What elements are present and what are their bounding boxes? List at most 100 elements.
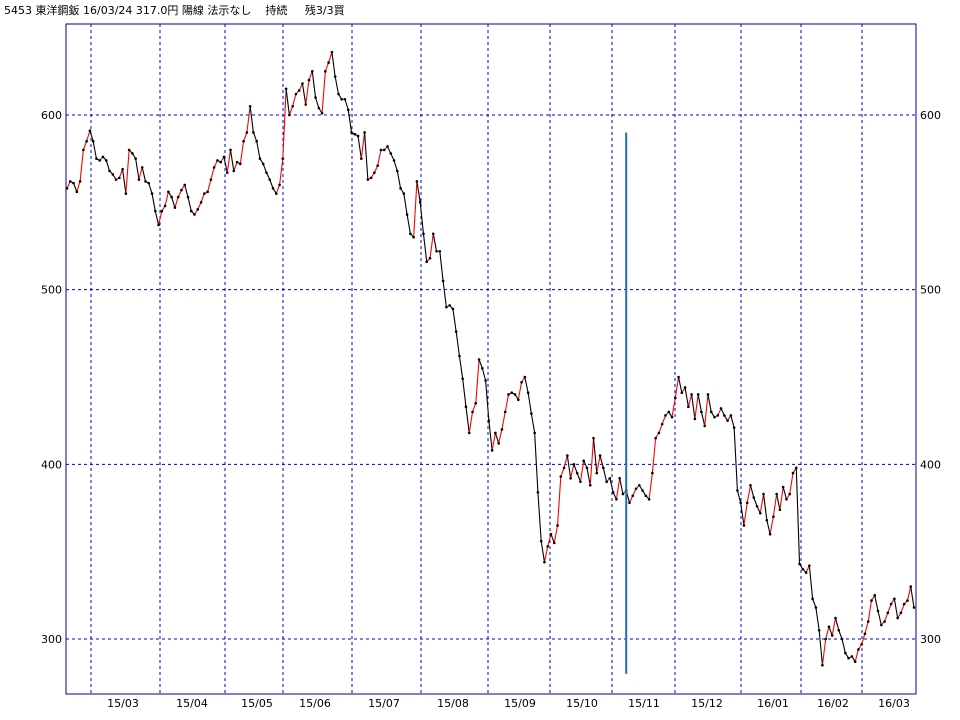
- price-point: [768, 532, 772, 536]
- x-tick-16-01: 16/01: [757, 697, 789, 710]
- y-tick-right-500: 500: [920, 284, 941, 297]
- price-segment: [494, 432, 500, 444]
- price-point: [327, 61, 330, 64]
- price-segment: [550, 534, 555, 544]
- price-segment: [488, 420, 493, 451]
- price-point: [912, 606, 916, 609]
- price-point: [467, 431, 471, 435]
- price-point: [212, 166, 216, 169]
- price-point: [592, 436, 595, 440]
- price-point: [732, 426, 736, 429]
- price-point: [346, 108, 350, 112]
- price-segment: [79, 149, 84, 182]
- price-segment: [331, 52, 336, 77]
- price-segment: [821, 638, 827, 666]
- price-segment: [393, 160, 398, 172]
- price-point: [301, 82, 304, 85]
- price-point: [199, 201, 203, 204]
- price-segment: [151, 193, 156, 212]
- price-segment: [429, 233, 434, 259]
- price-point: [772, 515, 775, 519]
- price-point: [827, 625, 831, 629]
- price-point: [644, 494, 648, 498]
- price-point: [291, 104, 294, 108]
- price-point: [866, 620, 870, 623]
- price-point: [412, 235, 415, 239]
- price-point: [225, 171, 229, 174]
- price-point: [631, 494, 635, 498]
- price-point: [752, 496, 756, 499]
- price-segment: [105, 160, 111, 172]
- price-segment: [615, 478, 621, 500]
- price-point: [353, 132, 357, 136]
- price-segment: [864, 621, 869, 634]
- price-point: [690, 393, 693, 396]
- price-point: [487, 419, 491, 422]
- price-point: [373, 171, 376, 174]
- price-segment: [262, 163, 268, 173]
- price-point: [680, 391, 684, 395]
- price-point: [101, 155, 105, 159]
- price-point: [804, 571, 808, 574]
- price-segment: [229, 149, 235, 171]
- price-point: [461, 377, 465, 381]
- price-point: [507, 393, 510, 396]
- price-point: [654, 436, 657, 440]
- price-segment: [651, 438, 657, 474]
- price-segment: [707, 394, 712, 413]
- price-segment: [834, 617, 840, 631]
- price-point: [193, 213, 196, 216]
- price-segment: [458, 355, 464, 379]
- price-point: [454, 330, 458, 333]
- price-point: [821, 663, 824, 667]
- price-point: [775, 492, 778, 496]
- price-point: [68, 180, 72, 183]
- price-point: [494, 431, 497, 435]
- price-segment: [556, 476, 562, 526]
- price-point: [713, 415, 716, 419]
- price-segment: [138, 167, 143, 180]
- price-segment: [893, 598, 899, 619]
- price-point: [232, 169, 236, 173]
- price-point: [75, 190, 79, 194]
- price-point: [229, 148, 232, 152]
- price-segment: [586, 467, 591, 486]
- price-segment: [691, 394, 696, 419]
- price-segment: [736, 490, 742, 503]
- price-segment: [285, 88, 290, 116]
- price-point: [546, 545, 550, 548]
- price-point: [435, 249, 438, 253]
- price-segment: [579, 460, 585, 482]
- price-segment: [462, 378, 467, 407]
- price-segment: [534, 432, 539, 493]
- price-segment: [854, 649, 859, 662]
- price-point: [706, 393, 710, 396]
- price-segment: [249, 106, 254, 133]
- x-tick-15-04: 15/04: [176, 697, 208, 710]
- price-point: [611, 490, 615, 494]
- price-segment: [432, 233, 438, 252]
- price-segment: [763, 493, 768, 521]
- price-segment: [301, 83, 307, 105]
- price-segment: [766, 520, 771, 535]
- price-point: [637, 483, 641, 487]
- price-segment: [92, 141, 97, 159]
- price-segment: [491, 432, 496, 451]
- price-point: [559, 475, 563, 478]
- price-point: [203, 192, 206, 195]
- price-point: [785, 497, 788, 501]
- price-segment: [815, 607, 820, 631]
- price-point: [677, 375, 680, 379]
- price-segment: [749, 485, 755, 498]
- price-segment: [187, 196, 192, 212]
- price-segment: [592, 438, 598, 474]
- price-point: [516, 398, 520, 402]
- price-point: [448, 304, 451, 307]
- price-point: [879, 623, 883, 627]
- stock-code: 5453: [4, 4, 32, 17]
- candle-type: 陽線: [181, 4, 204, 17]
- price-point: [579, 480, 582, 484]
- price-point: [278, 183, 281, 187]
- price-point: [137, 178, 141, 181]
- indicator-label: 法示なし: [207, 4, 252, 17]
